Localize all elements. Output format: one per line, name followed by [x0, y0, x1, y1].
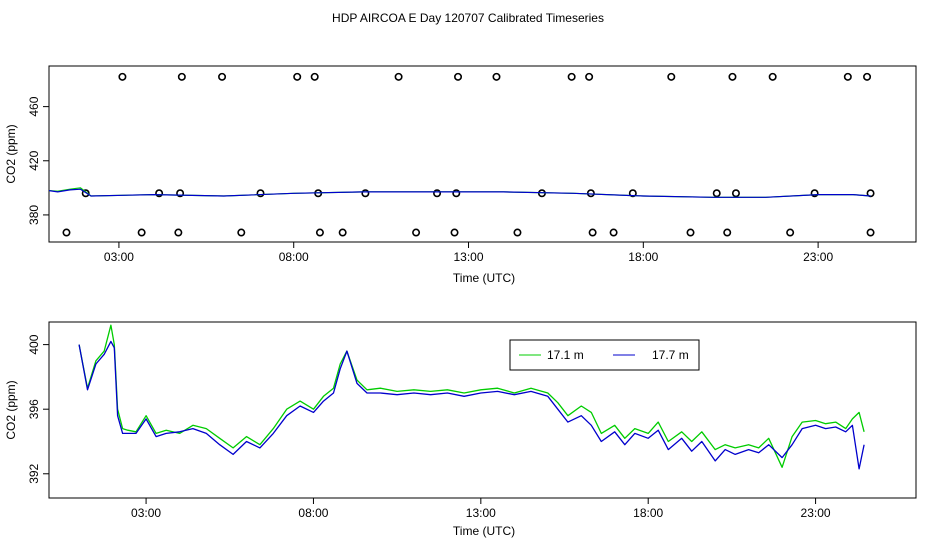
figure-title: HDP AIRCOA E Day 120707 Calibrated Times… [332, 11, 604, 25]
x-tick-label: 18:00 [633, 506, 663, 520]
x-tick-label: 23:00 [801, 506, 831, 520]
calibration-point-high [667, 72, 676, 81]
series-line-17-7-m [78, 340, 865, 470]
y-tick-label: 460 [27, 96, 41, 116]
top-y-axis: 380 420 460 [27, 96, 49, 225]
series-line-17-7-m [48, 188, 871, 198]
calibration-point-mid [433, 189, 442, 198]
calibration-point-mid [155, 189, 164, 198]
bottom-plot-frame [48, 321, 917, 499]
calibration-point-high [728, 72, 737, 81]
calibration-point-low [237, 228, 246, 237]
y-tick-label: 392 [27, 463, 41, 483]
calibration-point-low [62, 228, 71, 237]
bottom-panel: 392 396 400 03:00 08:00 13:00 18:00 23:00 Time… [4, 321, 917, 538]
y-tick-label: 400 [27, 334, 41, 354]
calibration-point-high [567, 72, 576, 81]
calibration-point-low [686, 228, 695, 237]
calibration-point-high [218, 72, 227, 81]
x-tick-label: 03:00 [104, 250, 134, 264]
calibration-point-mid [628, 189, 637, 198]
x-tick-label: 23:00 [803, 250, 833, 264]
x-tick-label: 08:00 [298, 506, 328, 520]
calibration-point-high [454, 72, 463, 81]
top-x-axis: 03:00 08:00 13:00 18:00 23:00 [104, 242, 833, 264]
calibration-point-mid [731, 189, 740, 198]
top-x-label: Time (UTC) [453, 271, 515, 285]
calibration-point-high [177, 72, 186, 81]
calibration-point-high [585, 72, 594, 81]
calibration-point-mid [176, 189, 185, 198]
x-tick-label: 08:00 [279, 250, 309, 264]
x-tick-label: 13:00 [466, 506, 496, 520]
top-series-lines [48, 187, 871, 198]
y-tick-label: 380 [27, 205, 41, 225]
calibration-point-low [866, 228, 875, 237]
calibration-point-mid [586, 189, 595, 198]
y-tick-label: 396 [27, 399, 41, 419]
calibration-point-high [863, 72, 872, 81]
bottom-x-label: Time (UTC) [453, 524, 515, 538]
calibration-point-low [450, 228, 459, 237]
bottom-series-lines [78, 324, 865, 470]
y-tick-label: 420 [27, 150, 41, 170]
calibration-point-high [492, 72, 501, 81]
calibration-point-low [723, 228, 732, 237]
x-tick-label: 13:00 [454, 250, 484, 264]
top-y-label: CO2 (ppm) [4, 124, 18, 183]
calibration-point-high [768, 72, 777, 81]
calibration-point-low [609, 228, 618, 237]
bottom-x-axis: 03:00 08:00 13:00 18:00 23:00 [131, 498, 831, 520]
calibration-point-mid [256, 189, 265, 198]
legend-label-17-7m: 17.7 m [652, 348, 689, 362]
calibration-point-mid [361, 189, 370, 198]
top-calibration-points [62, 72, 875, 237]
calibration-point-mid [712, 189, 721, 198]
calibration-point-mid [810, 189, 819, 198]
x-tick-label: 03:00 [131, 506, 161, 520]
calibration-point-low [786, 228, 795, 237]
top-plot-frame [48, 65, 917, 243]
calibration-point-low [412, 228, 421, 237]
calibration-point-low [588, 228, 597, 237]
calibration-point-low [315, 228, 324, 237]
calibration-point-high [843, 72, 852, 81]
legend-label-17-1m: 17.1 m [547, 348, 584, 362]
x-tick-label: 18:00 [628, 250, 658, 264]
calibration-point-mid [452, 189, 461, 198]
calibration-point-high [293, 72, 302, 81]
calibration-point-high [310, 72, 319, 81]
bottom-y-label: CO2 (ppm) [4, 380, 18, 439]
calibration-point-high [118, 72, 127, 81]
series-line-17-1-m [78, 324, 865, 468]
calibration-point-mid [81, 189, 90, 198]
calibration-point-low [513, 228, 522, 237]
calibration-point-low [174, 228, 183, 237]
calibration-point-high [394, 72, 403, 81]
calibration-point-low [137, 228, 146, 237]
top-panel: 380 420 460 03:00 08:00 13:00 18:00 23:00 Time… [4, 65, 917, 285]
calibration-point-low [338, 228, 347, 237]
bottom-y-axis: 392 396 400 [27, 334, 49, 484]
legend: 17.1 m 17.7 m [509, 339, 700, 371]
legend-box [509, 339, 700, 371]
